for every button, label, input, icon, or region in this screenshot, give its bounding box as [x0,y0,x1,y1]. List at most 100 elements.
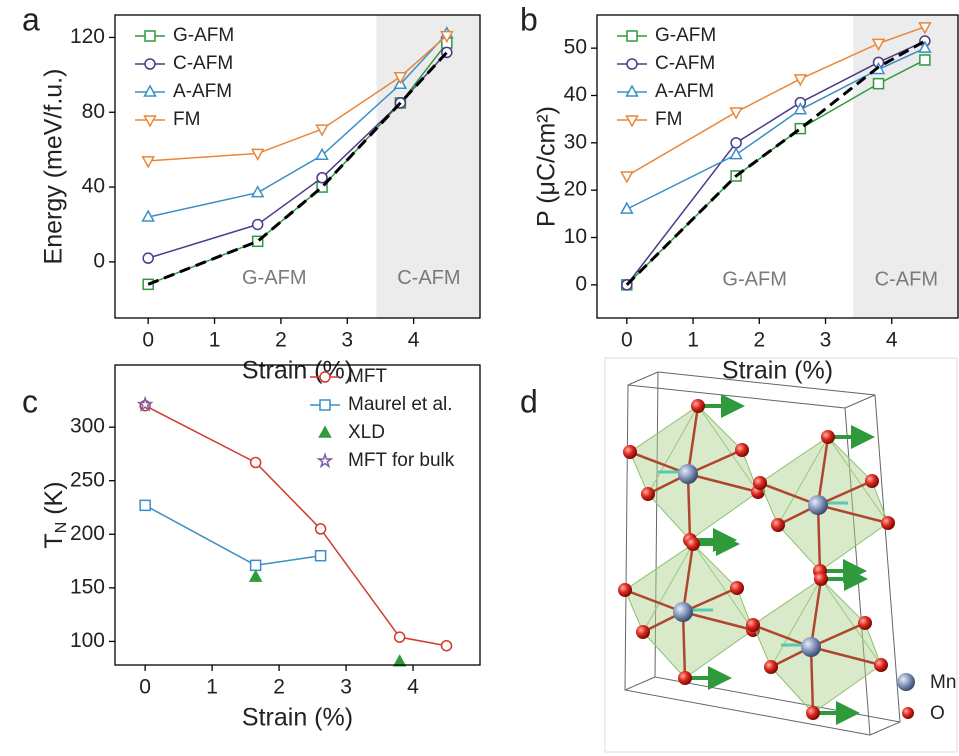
marker [871,38,886,51]
bond [681,611,687,679]
o-atom [874,658,888,672]
legend-label: XLD [348,422,385,443]
dashed-line [147,51,448,286]
marker [314,549,327,562]
octahedron-edge [752,578,822,626]
legend-marker [143,84,157,97]
x-tick-label: 2 [275,329,287,352]
octahedron-edge [827,436,889,524]
x-tick-label: 2 [753,329,765,352]
y-axis-label: Energy (meV/f.u.) [40,69,68,265]
marker [620,171,634,184]
bond [624,588,684,614]
shaded-region [376,15,480,318]
legend-mn [897,673,915,691]
cell-edge [627,371,659,386]
legend-marker [625,115,639,128]
marker [136,395,154,412]
bond [686,473,692,541]
o-atom [881,516,895,530]
marker [315,147,329,161]
bond [752,623,812,649]
octahedron-edge [697,405,759,493]
annotation: C-AFM [397,267,460,289]
y-tick-label: 0 [93,249,105,272]
bond [682,610,754,632]
marker [918,40,932,53]
bond [629,450,689,476]
marker [249,559,262,572]
x-tick-label: 0 [621,329,633,352]
bond [810,645,882,667]
o-atom [686,537,700,551]
bond [759,481,819,507]
marker [729,147,743,160]
octahedron-edge [770,578,822,668]
octahedron-edge [777,436,829,526]
x-axis-label: Strain (%) [242,704,353,732]
legend-marker [316,452,334,469]
legend-label: O [930,703,945,724]
y-axis-label: P (μC/cm²) [533,106,561,227]
annotation: G-AFM [722,268,786,290]
o-atom [735,443,749,457]
o-atom [678,671,692,685]
o-atom [814,572,828,586]
octahedron-edge [759,436,829,484]
y-tick-label: 300 [70,415,105,438]
marker [248,569,263,582]
x-tick-label: 4 [407,676,419,699]
y-tick-label: 0 [575,272,587,295]
y-tick-label: 100 [70,629,105,652]
octahedron-edge [697,405,743,451]
o-atom [623,445,637,459]
marker [440,639,453,652]
o-atom [753,476,767,490]
o-atom [641,487,655,501]
marker [315,124,329,137]
bond [817,503,889,525]
y-axis-label: TN (K) [40,481,71,548]
legend-label: MFT for bulk [348,450,455,471]
marker [250,148,265,161]
x-axis-label: Strain (%) [722,357,833,385]
legend-marker [626,30,638,42]
bond [816,504,822,572]
marker [794,122,807,135]
y-tick-label: 40 [564,83,587,106]
dashed-line [625,39,926,286]
marker [620,201,634,214]
structure-frame [604,357,958,753]
marker [393,631,406,643]
marker [729,107,743,120]
o-atom [821,430,835,444]
y-axis-label-sub: N [53,522,70,534]
marker [872,77,885,90]
octahedron-edge [692,543,738,589]
panel-label: b [520,1,538,37]
bond [687,472,759,494]
marker [139,499,151,512]
cell-edge [844,394,876,409]
o-atom [746,618,760,632]
marker [793,102,808,115]
mn-atom [808,495,828,515]
octahedron-edge [692,543,754,631]
x-tick-label: 4 [886,329,898,352]
cell-edge [869,721,901,736]
panel-label: a [22,1,40,37]
marker [793,74,808,87]
legend-marker [318,425,332,438]
bond [681,543,695,613]
marker [440,30,454,44]
o-atom [865,474,879,488]
marker [314,523,327,535]
bond [809,578,823,648]
marker [141,209,155,222]
line [144,405,447,647]
x-tick-label: 1 [687,329,699,352]
mn-atom [673,602,693,622]
marker [250,185,265,198]
o-atom [618,583,632,597]
plot-frame [114,14,481,319]
